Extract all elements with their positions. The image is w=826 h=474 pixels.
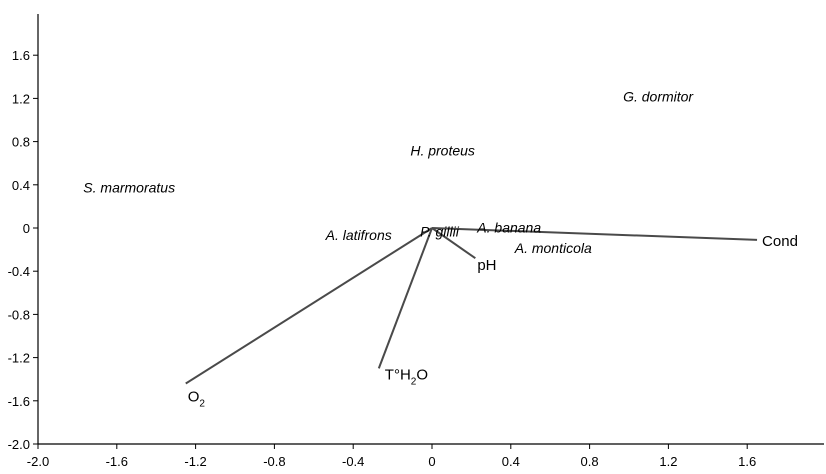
y-tick-label: 0.8 xyxy=(12,135,30,150)
y-tick-label: 0 xyxy=(23,221,30,236)
x-tick-label: -1.6 xyxy=(106,454,128,469)
y-tick-label: 1.6 xyxy=(12,48,30,63)
species-p-gillii: P. gillii xyxy=(420,224,460,240)
vector-label: Cond xyxy=(762,233,798,250)
x-tick-label: 0.4 xyxy=(502,454,520,469)
x-tick-label: -2.0 xyxy=(27,454,49,469)
y-tick-label: 1.2 xyxy=(12,91,30,106)
x-tick-label: 0 xyxy=(428,454,435,469)
x-tick-label: 1.6 xyxy=(738,454,756,469)
vector-cond xyxy=(431,227,758,241)
species-a-latifrons: A. latifrons xyxy=(325,227,392,243)
y-tick-label: -2.0 xyxy=(8,437,30,452)
y-tick-label: -1.2 xyxy=(8,351,30,366)
environment-vectors xyxy=(185,227,758,385)
x-tick-label: -1.2 xyxy=(184,454,206,469)
x-tick-label: -0.4 xyxy=(342,454,364,469)
y-tick-label: -1.6 xyxy=(8,394,30,409)
species-a-monticola: A. monticola xyxy=(514,240,592,256)
vector-label: pH xyxy=(477,257,496,274)
vector-t-h xyxy=(377,227,433,369)
x-tick-label: -0.8 xyxy=(263,454,285,469)
vector-label: T°H2O xyxy=(385,366,428,387)
x-tick-label: 0.8 xyxy=(581,454,599,469)
y-tick-label: -0.4 xyxy=(8,264,30,279)
environment-vector-labels: Cond pH T°H2O O2 xyxy=(188,233,798,410)
species-s-marmoratus: S. marmoratus xyxy=(83,179,175,195)
ticks: -2.0 -1.6 -1.2 -0.8 -0.4 0 0.4 0.8 1.2 1.6 1.6 1.2 0… xyxy=(8,48,757,469)
vector-ph xyxy=(431,227,476,260)
vector-o xyxy=(185,227,433,385)
species-labels: S. marmoratus H. proteus G. dormitor A. lat… xyxy=(83,89,694,256)
species-g-dormitor: G. dormitor xyxy=(623,89,694,105)
species-a-banana: A. banana xyxy=(476,219,541,235)
species-h-proteus: H. proteus xyxy=(410,143,475,159)
y-tick-label: -0.8 xyxy=(8,307,30,322)
vector-label: O2 xyxy=(188,389,206,410)
y-tick-label: 0.4 xyxy=(12,178,30,193)
x-tick-label: 1.2 xyxy=(659,454,677,469)
